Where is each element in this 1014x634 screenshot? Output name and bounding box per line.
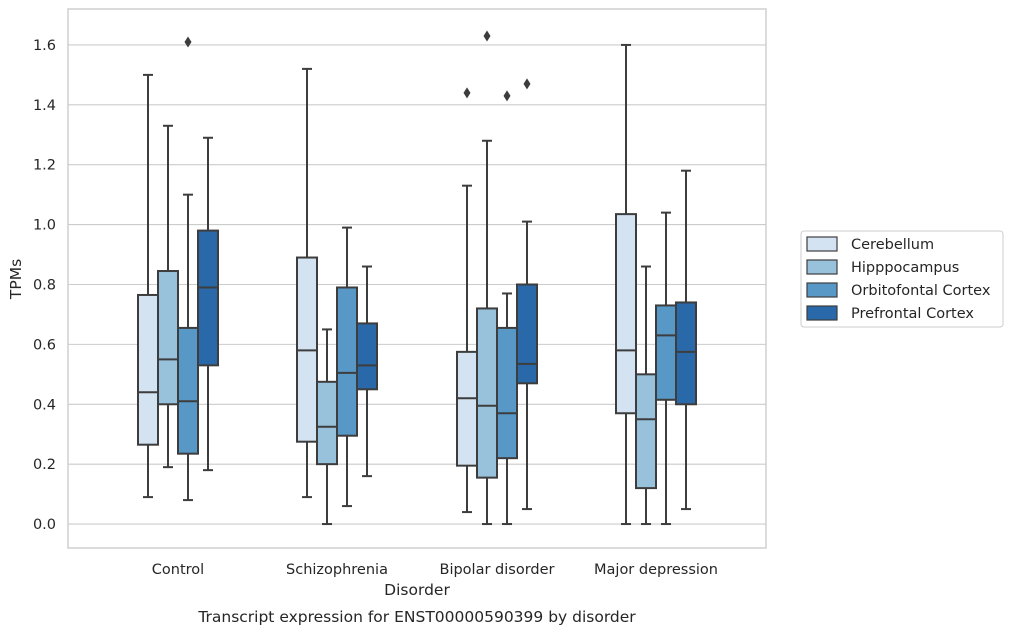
box-cerebellum-bipolar-disorder [456, 87, 478, 514]
y-tick-label: 1.4 [33, 98, 56, 114]
y-tick-label: 0.0 [33, 517, 56, 533]
legend-label: Prefrontal Cortex [851, 306, 974, 322]
box-cerebellum-major-depression [615, 43, 637, 526]
box-orbitofontal-cortex-major-depression [655, 211, 677, 526]
iqr-box [476, 307, 498, 479]
iqr-box [356, 322, 378, 391]
legend-item: Hipppocampus [806, 259, 959, 276]
legend: Cerebellum Hipppocampus Orbitofontal Corte… [800, 230, 1004, 328]
legend-item: Orbitofontal Cortex [806, 282, 991, 299]
iqr-box [675, 301, 697, 406]
y-tick-label: 0.2 [33, 457, 56, 473]
iqr-box [655, 304, 677, 401]
y-tick-label: 1.2 [33, 158, 56, 174]
box-hipppocampus-bipolar-disorder [476, 30, 498, 526]
outlier-point [463, 87, 471, 99]
box-hipppocampus-major-depression [635, 265, 657, 526]
legend-swatch [806, 282, 838, 298]
legend-item: Cerebellum [806, 236, 934, 253]
outlier-point [483, 30, 491, 42]
x-tick-label: Control [152, 562, 204, 578]
y-tick-labels: 0.0 0.2 0.4 0.6 0.8 1.0 1.2 1.4 1.6 [33, 38, 56, 533]
iqr-box [516, 283, 538, 385]
x-tick-labels: Control Schizophrenia Bipolar disorder Majo… [152, 562, 718, 578]
y-tick-label: 0.4 [33, 397, 56, 413]
iqr-box [496, 326, 518, 460]
iqr-box [316, 380, 338, 466]
legend-item: Prefrontal Cortex [806, 305, 974, 322]
x-axis-label: Disorder [384, 581, 450, 599]
box-orbitofontal-cortex-control [177, 36, 199, 502]
box-series [137, 30, 697, 526]
legend-swatch [806, 305, 838, 321]
iqr-box [137, 293, 159, 446]
legend-label: Cerebellum [851, 237, 934, 253]
legend-label: Hipppocampus [851, 260, 959, 276]
chart-caption: Transcript expression for ENST0000059039… [197, 608, 636, 626]
legend-swatch [806, 259, 838, 275]
iqr-box [456, 350, 478, 467]
outlier-point [503, 90, 511, 102]
y-tick-label: 1.0 [33, 218, 56, 234]
box-orbitofontal-cortex-bipolar-disorder [496, 90, 518, 526]
legend-frame [800, 230, 1004, 328]
box-hipppocampus-control [157, 124, 179, 469]
iqr-box [197, 229, 219, 367]
outlier-point [184, 36, 192, 48]
y-axis-label: TPMs [7, 259, 25, 300]
y-tick-label: 1.6 [33, 38, 56, 54]
box-cerebellum-schizophrenia [296, 67, 318, 499]
iqr-box [336, 286, 358, 437]
box-prefrontal-cortex-major-depression [675, 169, 697, 511]
legend-swatch [806, 236, 838, 252]
x-tick-label: Major depression [594, 562, 718, 578]
outlier-point [523, 78, 531, 90]
box-prefrontal-cortex-schizophrenia [356, 265, 378, 478]
y-tick-label: 0.6 [33, 337, 56, 353]
iqr-box [177, 326, 199, 455]
iqr-box [157, 270, 179, 406]
iqr-box [615, 213, 637, 415]
box-prefrontal-cortex-bipolar-disorder [516, 78, 538, 511]
y-tick-label: 0.8 [33, 277, 56, 293]
iqr-box [635, 373, 657, 490]
box-prefrontal-cortex-control [197, 136, 219, 472]
plot-frame [67, 8, 767, 549]
legend-label: Orbitofontal Cortex [851, 283, 991, 299]
x-tick-label: Bipolar disorder [440, 562, 555, 578]
x-tick-label: Schizophrenia [286, 562, 388, 578]
